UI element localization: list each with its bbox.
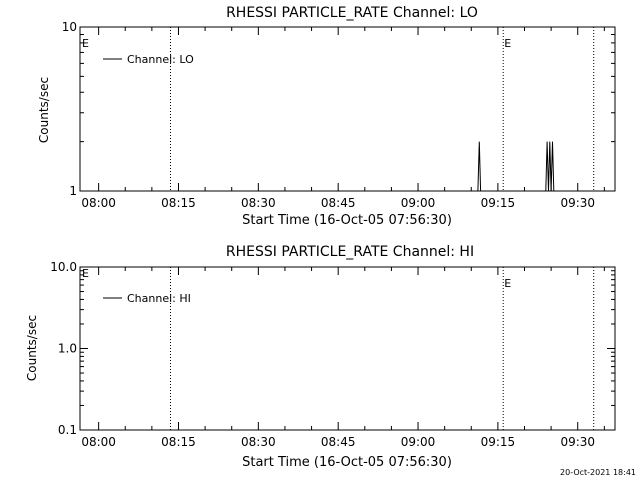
bottom-panel: 08:00 08:15 08:30 08:45 09:00 09:15 09:30 0.1 1.… [25,244,616,470]
bottom-panel-title: RHESSI PARTICLE_RATE Channel: HI [226,244,474,260]
event-line-label: E [504,37,511,50]
x-tick-label: 08:00 [81,435,116,449]
x-tick-label: 09:15 [481,435,516,449]
y-tick-label: 10.0 [50,260,77,274]
top-x-axis-label: Start Time (16-Oct-05 07:56:30) [242,213,452,228]
top-edge-marker: E [82,37,89,50]
bottom-legend-entry: Channel: HI [127,292,191,305]
series-line [477,141,555,192]
x-tick-label: 09:00 [401,196,436,210]
footer-timestamp: 20-Oct-2021 18:41 [560,468,636,477]
top-panel: 08:00 08:15 08:30 08:45 09:00 09:15 09:30 1 10 E… [37,5,616,228]
x-tick-label: 09:00 [401,435,436,449]
x-tick-label: 08:45 [321,196,356,210]
x-tick-label: 08:45 [321,435,356,449]
top-axes: 08:00 08:15 08:30 08:45 09:00 09:15 09:30 1 10 [62,20,616,210]
x-tick-label: 08:15 [161,196,196,210]
x-tick-label: 09:15 [481,196,516,210]
top-marks: E [169,27,595,192]
bottom-edge-marker: E [82,267,89,280]
event-line-label: E [504,277,511,290]
y-tick-label: 10 [62,20,77,34]
y-tick-label: 1.0 [58,342,77,356]
bottom-y-axis-label: Counts/sec [25,315,39,381]
bottom-axes: 08:00 08:15 08:30 08:45 09:00 09:15 09:30 0.1 1.… [50,260,616,449]
top-panel-title: RHESSI PARTICLE_RATE Channel: LO [226,5,478,21]
y-tick-label: 1 [69,184,77,198]
x-tick-label: 08:00 [81,196,116,210]
x-tick-label: 08:15 [161,435,196,449]
x-tick-label: 09:30 [560,196,595,210]
bottom-marks: E [169,267,595,430]
x-tick-label: 08:30 [241,435,276,449]
top-y-axis-label: Counts/sec [37,77,51,143]
bottom-x-axis-label: Start Time (16-Oct-05 07:56:30) [242,455,452,470]
x-tick-label: 08:30 [241,196,276,210]
x-tick-label: 09:30 [560,435,595,449]
plot-frame [79,26,616,192]
y-tick-label: 0.1 [58,423,77,437]
top-legend-entry: Channel: LO [127,53,194,66]
